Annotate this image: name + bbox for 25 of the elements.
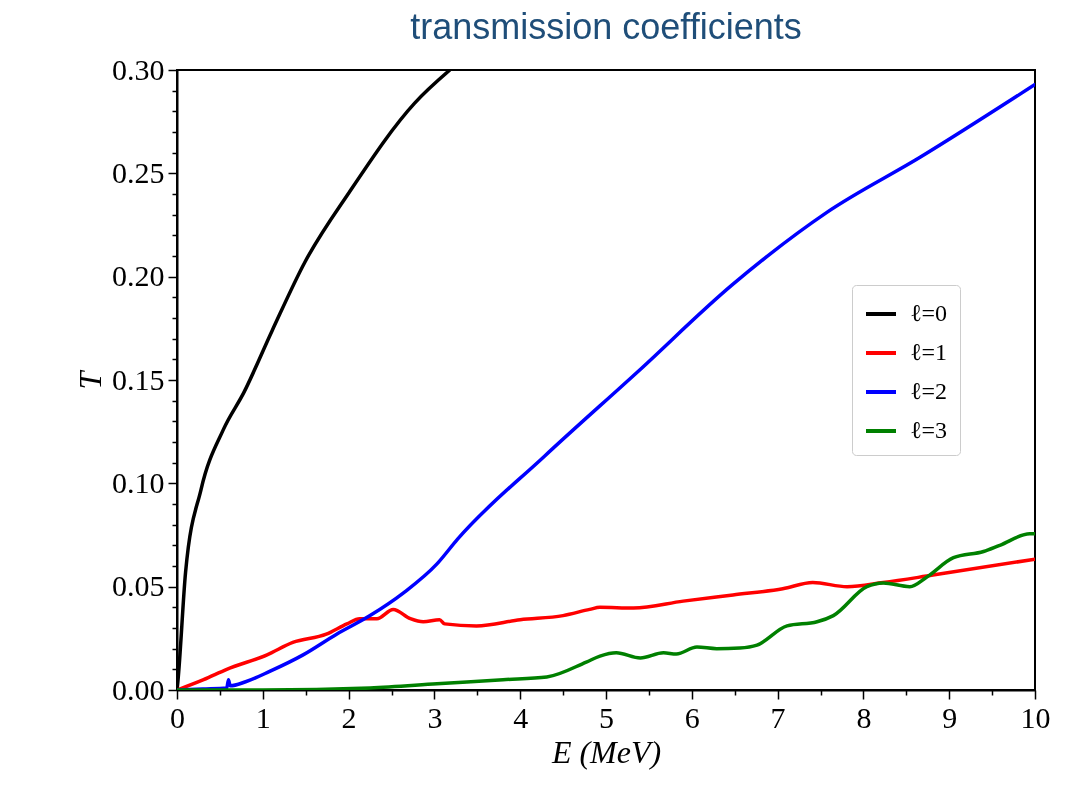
y-axis-title: T [72,369,108,390]
x-tick-label: 5 [599,700,614,734]
x-tick-label: 4 [513,700,529,734]
x-tick-label: 3 [427,700,443,734]
y-tick-label: 0.05 [112,569,165,603]
legend-label: ℓ=2 [910,378,948,404]
x-tick-label: 1 [255,700,271,734]
legend-label: ℓ=1 [910,339,948,365]
y-tick-label: 0.00 [112,672,165,706]
y-tick-label: 0.10 [112,465,165,499]
legend-label: ℓ=3 [910,417,948,443]
y-tick-label: 0.30 [112,52,165,86]
x-tick-label: 10 [1020,700,1051,734]
y-tick-label: 0.25 [112,155,165,189]
x-tick-label: 8 [856,700,872,734]
chart-title: transmission coefficients [410,6,802,47]
x-axis-title: E (MeV) [550,733,662,770]
y-tick-label: 0.20 [112,259,165,293]
x-tick-label: 0 [170,700,185,734]
x-tick-label: 6 [684,700,700,734]
y-tick-label: 0.15 [112,362,165,396]
x-tick-label: 2 [341,700,357,734]
x-tick-label: 9 [942,700,958,734]
x-tick-label: 7 [770,700,786,734]
legend-label: ℓ=0 [910,300,948,326]
